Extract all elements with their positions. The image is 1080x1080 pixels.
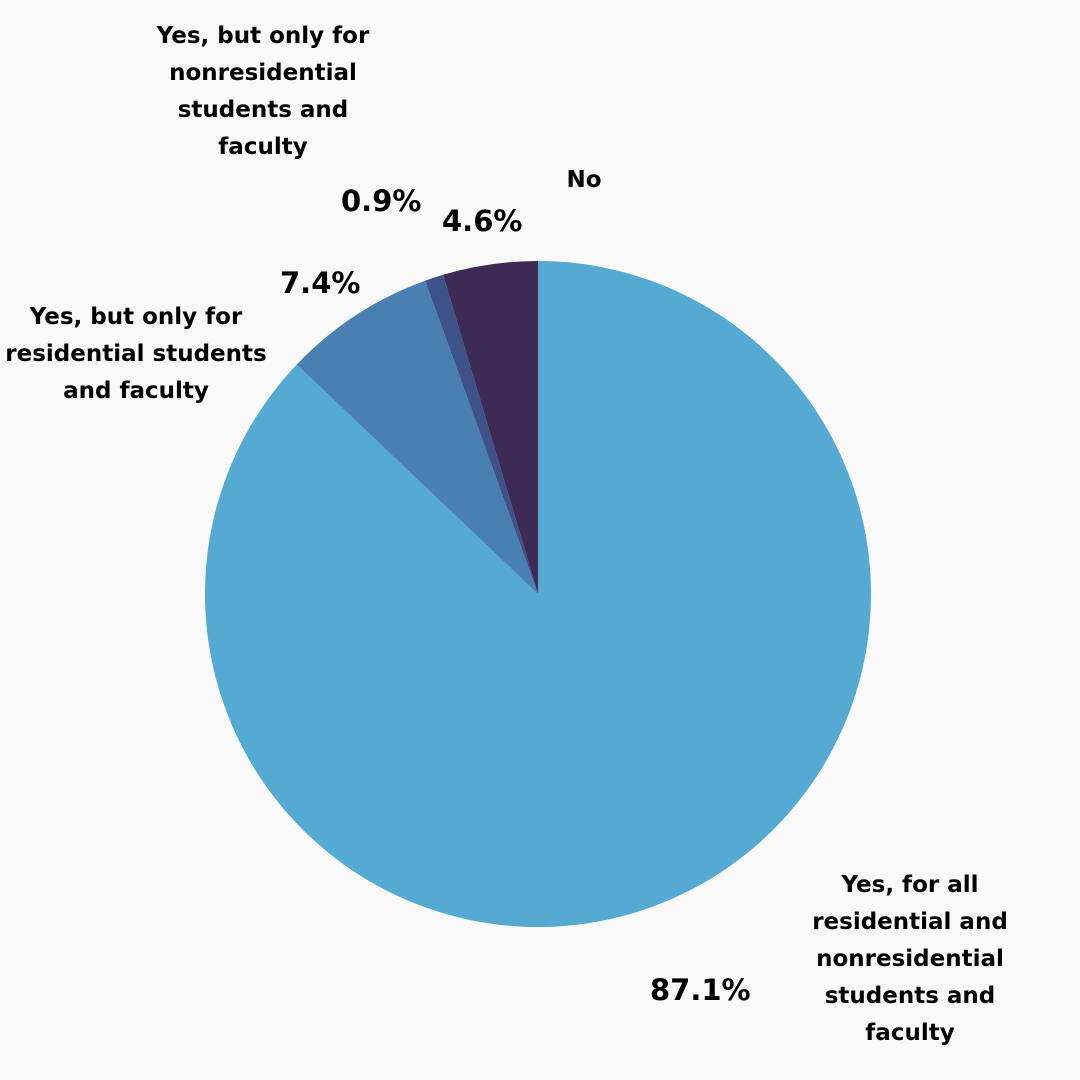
slice-value-yes-nonresidential: 0.9%: [341, 184, 422, 218]
pie-slice-yes-residential: [296, 280, 538, 594]
slice-label-yes-all: Yes, for all residential and nonresident…: [812, 872, 1008, 1046]
pie-slice-yes-nonresidential: [425, 274, 538, 594]
slice-label-yes-residential: Yes, but only for residential students a…: [5, 304, 267, 404]
slice-label-yes-nonresidential: Yes, but only for nonresidential student…: [156, 23, 370, 160]
slice-value-yes-all: 87.1%: [650, 973, 751, 1007]
slice-label-no: No: [566, 167, 602, 193]
pie-slice-no: [443, 261, 538, 594]
pie-slice-yes-all: [205, 261, 872, 927]
slice-value-yes-residential: 7.4%: [280, 266, 361, 300]
slice-value-no: 4.6%: [442, 204, 523, 238]
